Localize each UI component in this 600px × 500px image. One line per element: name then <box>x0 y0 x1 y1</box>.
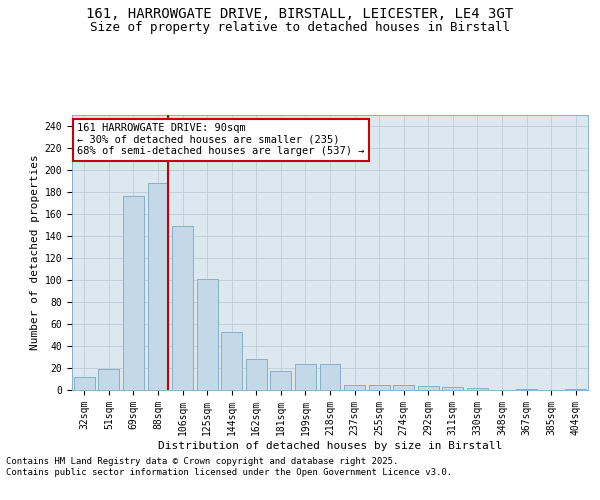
Text: Size of property relative to detached houses in Birstall: Size of property relative to detached ho… <box>90 21 510 34</box>
Bar <box>295 364 316 390</box>
Y-axis label: Number of detached properties: Number of detached properties <box>31 154 40 350</box>
Bar <box>221 332 242 390</box>
Bar <box>123 196 144 390</box>
Bar <box>98 369 119 390</box>
Bar <box>271 372 292 390</box>
X-axis label: Distribution of detached houses by size in Birstall: Distribution of detached houses by size … <box>158 440 502 450</box>
Bar <box>148 183 169 390</box>
Bar <box>320 364 340 390</box>
Bar <box>74 377 95 390</box>
Bar <box>442 386 463 390</box>
Bar <box>197 279 218 390</box>
Bar <box>246 359 267 390</box>
Bar <box>565 389 586 390</box>
Text: 161 HARROWGATE DRIVE: 90sqm
← 30% of detached houses are smaller (235)
68% of se: 161 HARROWGATE DRIVE: 90sqm ← 30% of det… <box>77 123 365 156</box>
Bar <box>393 384 414 390</box>
Bar <box>516 389 537 390</box>
Bar <box>418 386 439 390</box>
Bar <box>368 384 389 390</box>
Bar <box>467 388 488 390</box>
Text: Contains HM Land Registry data © Crown copyright and database right 2025.
Contai: Contains HM Land Registry data © Crown c… <box>6 458 452 477</box>
Text: 161, HARROWGATE DRIVE, BIRSTALL, LEICESTER, LE4 3GT: 161, HARROWGATE DRIVE, BIRSTALL, LEICEST… <box>86 8 514 22</box>
Bar <box>344 384 365 390</box>
Bar <box>172 226 193 390</box>
